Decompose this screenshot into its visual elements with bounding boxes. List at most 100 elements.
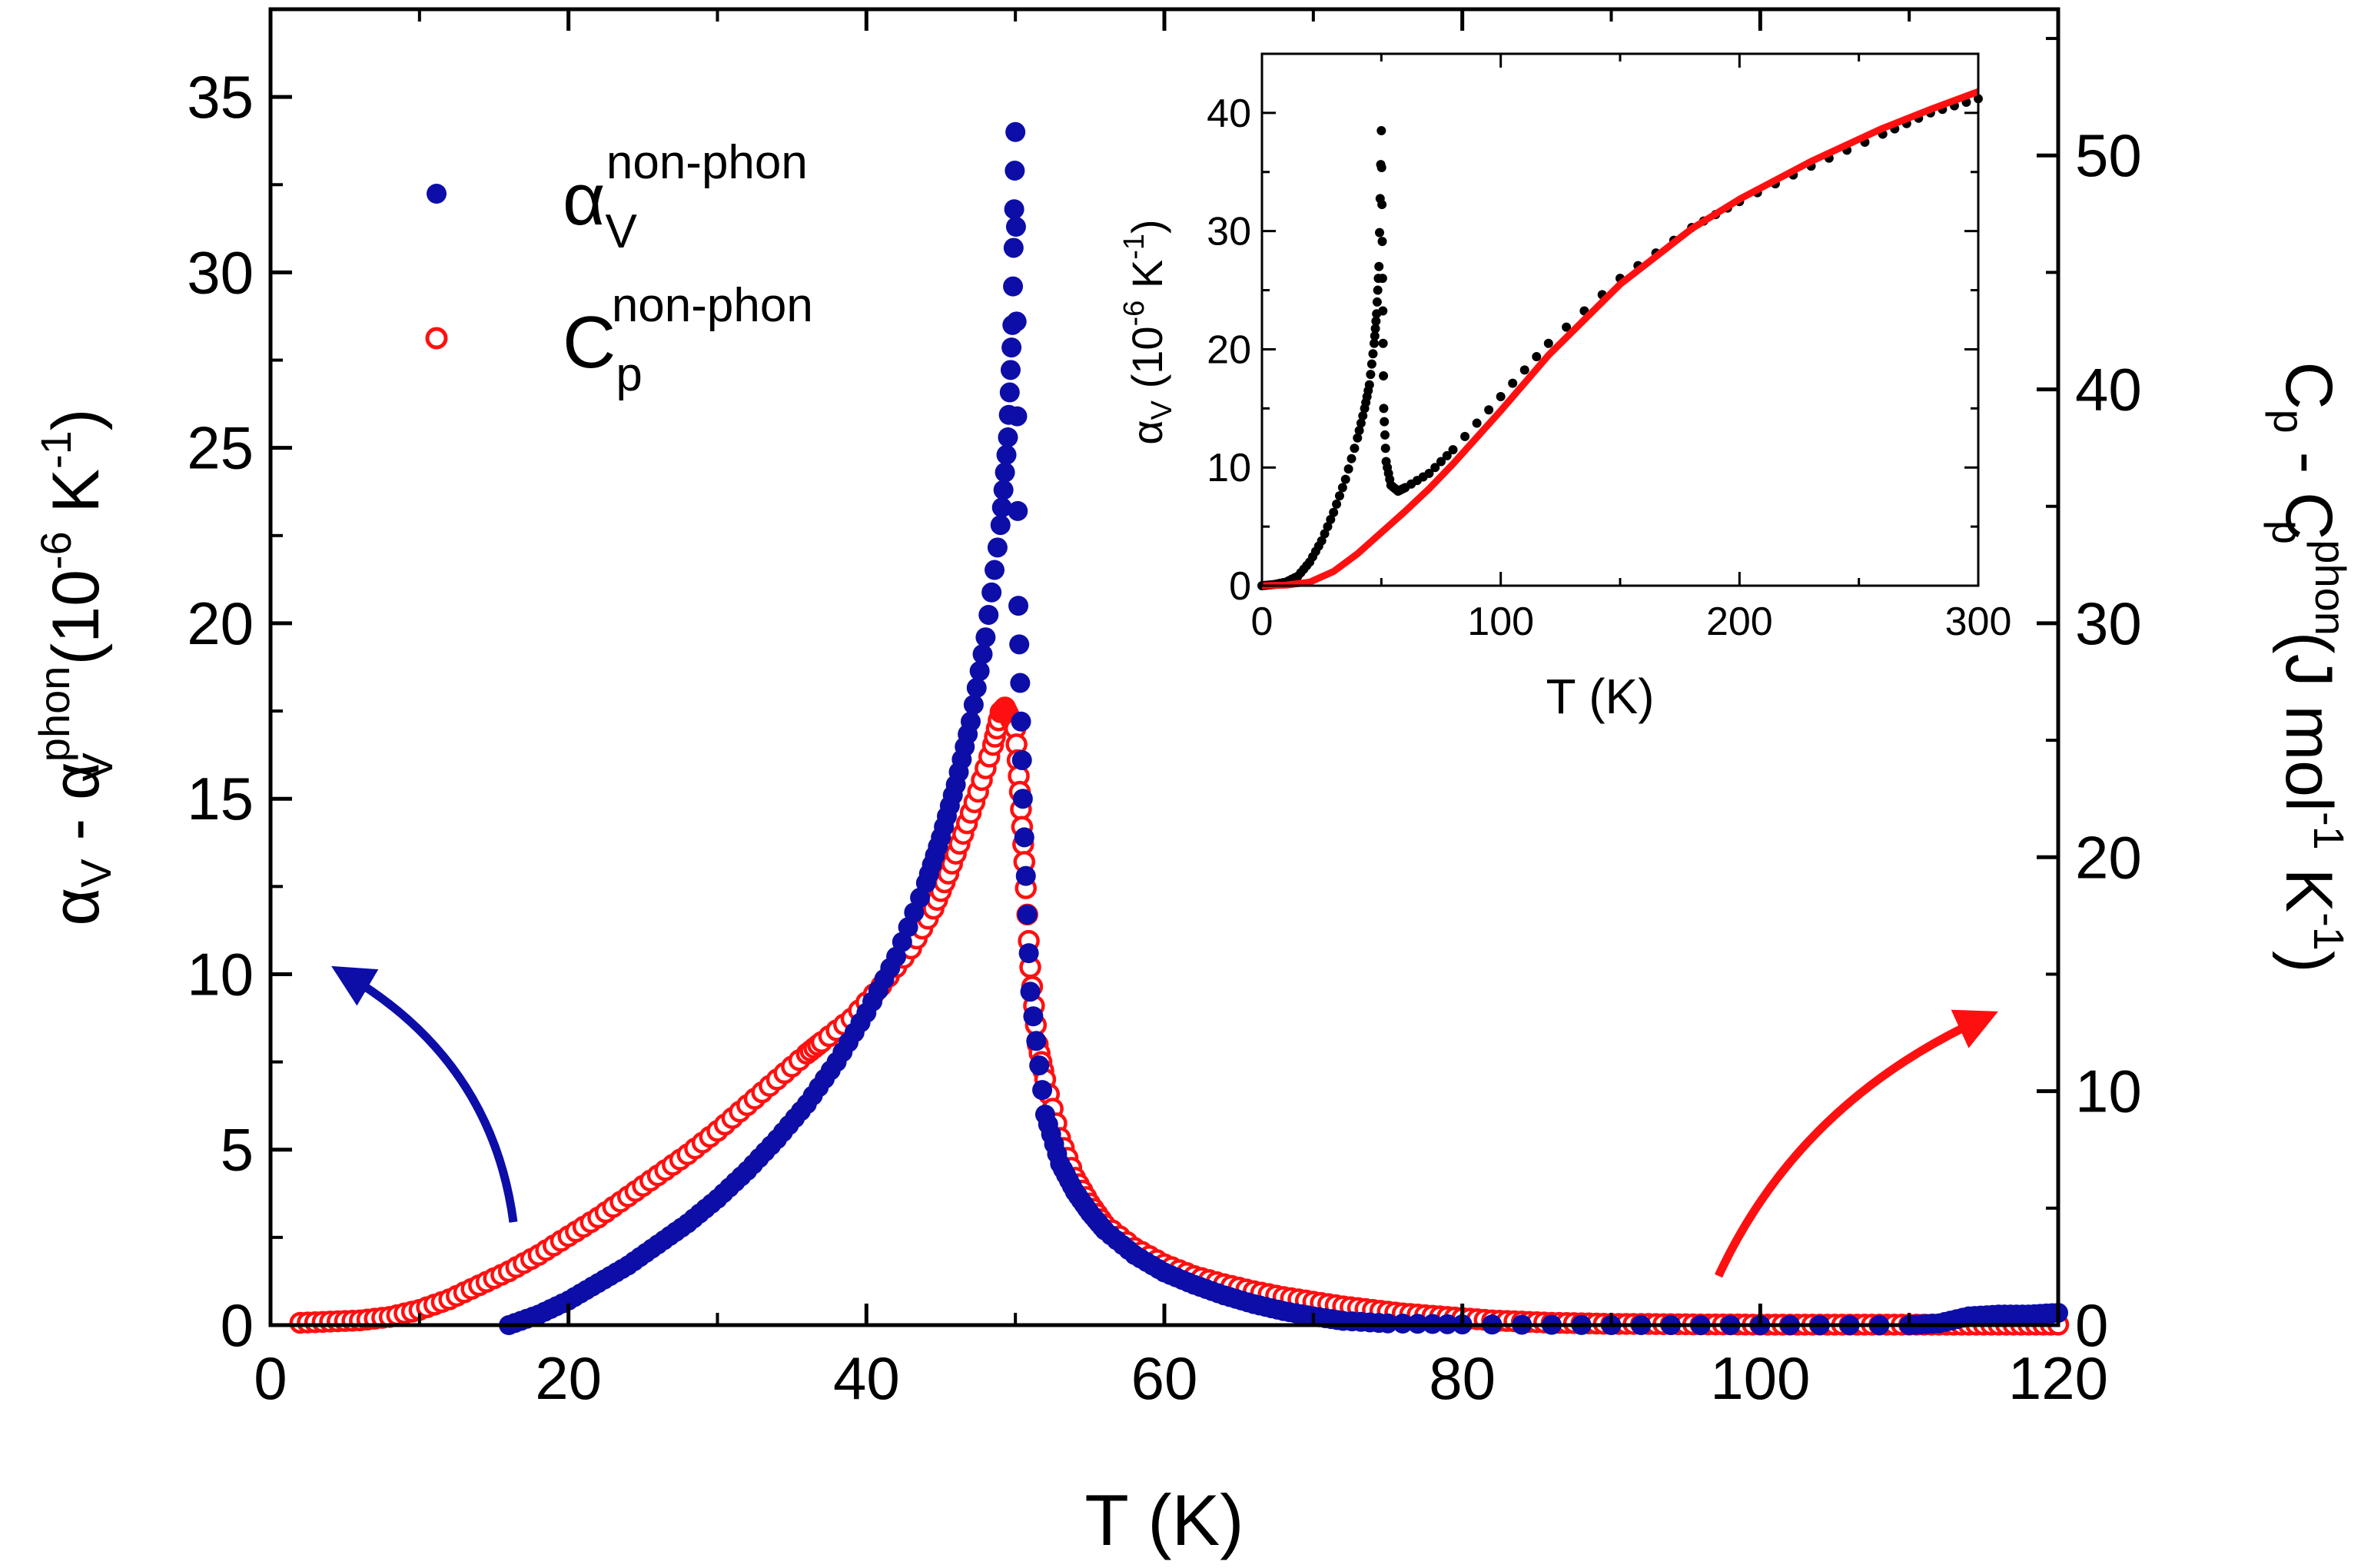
inset-alpha-point	[1353, 433, 1363, 443]
inset-x-tick-label: 300	[1945, 600, 2012, 644]
inset-alpha-point	[1317, 536, 1327, 546]
inset-alpha-point	[1373, 285, 1383, 295]
main-right-axis: 0 10 20 30 40 50	[2037, 37, 2142, 1359]
inset-alpha-point	[1436, 457, 1446, 467]
inset-alpha-point	[1370, 324, 1380, 334]
inset-alpha-point	[1379, 371, 1389, 381]
right-axis-arrow	[1715, 1009, 1998, 1278]
inset-alpha-point	[1374, 261, 1384, 271]
alpha-point	[969, 661, 990, 682]
right-y-tick-label: 50	[2075, 121, 2142, 189]
alpha-point	[978, 604, 999, 625]
inset-alpha-point	[1372, 297, 1382, 307]
main-right-y-axis-label: Cp - Cphonp (J mol-1 K-1)	[2263, 361, 2355, 972]
inset-alpha-point	[1326, 514, 1336, 524]
alpha-point	[1001, 337, 1022, 358]
alpha-point	[1011, 711, 1031, 732]
alpha-point	[1007, 406, 1028, 427]
inset-alpha-point	[1370, 338, 1380, 348]
left-axis-arrow	[331, 965, 518, 1223]
alpha-point	[1011, 749, 1032, 770]
left-y-tick-label: 5	[221, 1116, 254, 1184]
inset-x-tick-label: 200	[1706, 600, 1773, 644]
alpha-point	[1008, 500, 1028, 521]
inset-alpha-point	[1337, 483, 1347, 493]
alpha-point	[1017, 904, 1038, 925]
inset-alpha-point	[1424, 468, 1434, 478]
inset-plot: 0 100 200 300 0 10 20 30 40 T (K) αV (10-6 K-1)	[1118, 52, 2012, 724]
inset-alpha-point	[1376, 125, 1386, 135]
inset-alpha-point	[1366, 370, 1376, 380]
inset-alpha-point	[1377, 237, 1387, 247]
right-y-tick-label: 40	[2075, 356, 2142, 424]
alpha-point	[993, 480, 1014, 500]
inset-alpha-point	[1334, 491, 1344, 501]
inset-alpha-point	[1370, 331, 1380, 341]
inset-alpha-point	[1380, 443, 1390, 453]
main-x-axis-label: T (K)	[1084, 1480, 1244, 1560]
alpha-point	[961, 711, 981, 732]
x-tick-label: 120	[2008, 1344, 2108, 1412]
cp-series	[289, 696, 2070, 1336]
inset-alpha-point	[1368, 349, 1378, 359]
inset-alpha-point	[1364, 380, 1374, 390]
alpha-point	[1004, 199, 1024, 220]
inset-alpha-point	[1323, 522, 1333, 532]
right-y-tick-label: 20	[2075, 823, 2142, 891]
inset-alpha-point	[1380, 430, 1390, 440]
alpha-point	[966, 677, 987, 698]
alpha-point	[1003, 276, 1024, 297]
legend-marker-alpha	[427, 184, 447, 204]
alpha-point	[1008, 596, 1029, 616]
alpha-point	[985, 560, 1005, 580]
inset-x-tick-label: 100	[1467, 600, 1534, 644]
alpha-point	[999, 382, 1020, 403]
alpha-point	[1020, 982, 1041, 1002]
right-y-tick-label: 30	[2075, 590, 2142, 657]
left-y-tick-label: 15	[187, 765, 254, 832]
inset-alpha-point	[1562, 322, 1572, 332]
inset-y-axis: 0 10 20 30 40	[1207, 91, 1978, 609]
x-tick-label: 80	[1429, 1344, 1496, 1412]
left-y-tick-label: 0	[221, 1291, 254, 1359]
inset-alpha-point	[1460, 431, 1470, 441]
alpha-point	[963, 694, 984, 715]
inset-alpha-point	[1343, 464, 1353, 474]
inset-alpha-point	[1484, 405, 1494, 415]
inset-alpha-point	[1379, 404, 1389, 414]
inset-alpha-point	[1380, 417, 1390, 427]
inset-alpha-point	[1358, 410, 1368, 420]
alpha-point	[1014, 827, 1034, 848]
legend: αVnon-phon Cpnon-phon	[425, 136, 813, 401]
alpha-point	[972, 644, 993, 665]
main-left-axis: 0 5 10 15 20 25 30 35	[187, 63, 292, 1359]
inset-alpha-point	[1472, 418, 1482, 428]
x-tick-label: 60	[1131, 1344, 1198, 1412]
inset-alpha-point	[1354, 426, 1364, 436]
alpha-point	[1006, 311, 1027, 332]
inset-alpha-point	[1448, 445, 1458, 455]
alpha-point	[995, 462, 1015, 483]
x-tick-label: 20	[535, 1344, 602, 1412]
x-tick-label: 40	[833, 1344, 900, 1412]
inset-alpha-point	[1329, 507, 1339, 517]
left-y-tick-label: 10	[187, 940, 254, 1008]
inset-alpha-point	[1371, 316, 1381, 326]
alpha-point	[1010, 673, 1031, 693]
inset-y-axis-label: αV (10-6 K-1)	[1118, 219, 1178, 444]
inset-alpha-point	[1532, 352, 1542, 362]
alpha-point	[981, 582, 1002, 603]
legend-label-alpha: αVnon-phon	[563, 136, 808, 258]
inset-alpha-point	[1347, 453, 1356, 463]
left-y-tick-label: 35	[187, 63, 254, 131]
right-y-tick-label: 10	[2075, 1058, 2142, 1125]
alpha-point	[991, 497, 1012, 518]
inset-alpha-point	[1350, 443, 1360, 453]
inset-alpha-point	[1375, 228, 1385, 238]
inset-alpha-point	[1376, 163, 1386, 173]
inset-y-tick-label: 0	[1229, 564, 1251, 609]
x-tick-label: 100	[1710, 1344, 1810, 1412]
inset-alpha-point	[1332, 499, 1342, 509]
